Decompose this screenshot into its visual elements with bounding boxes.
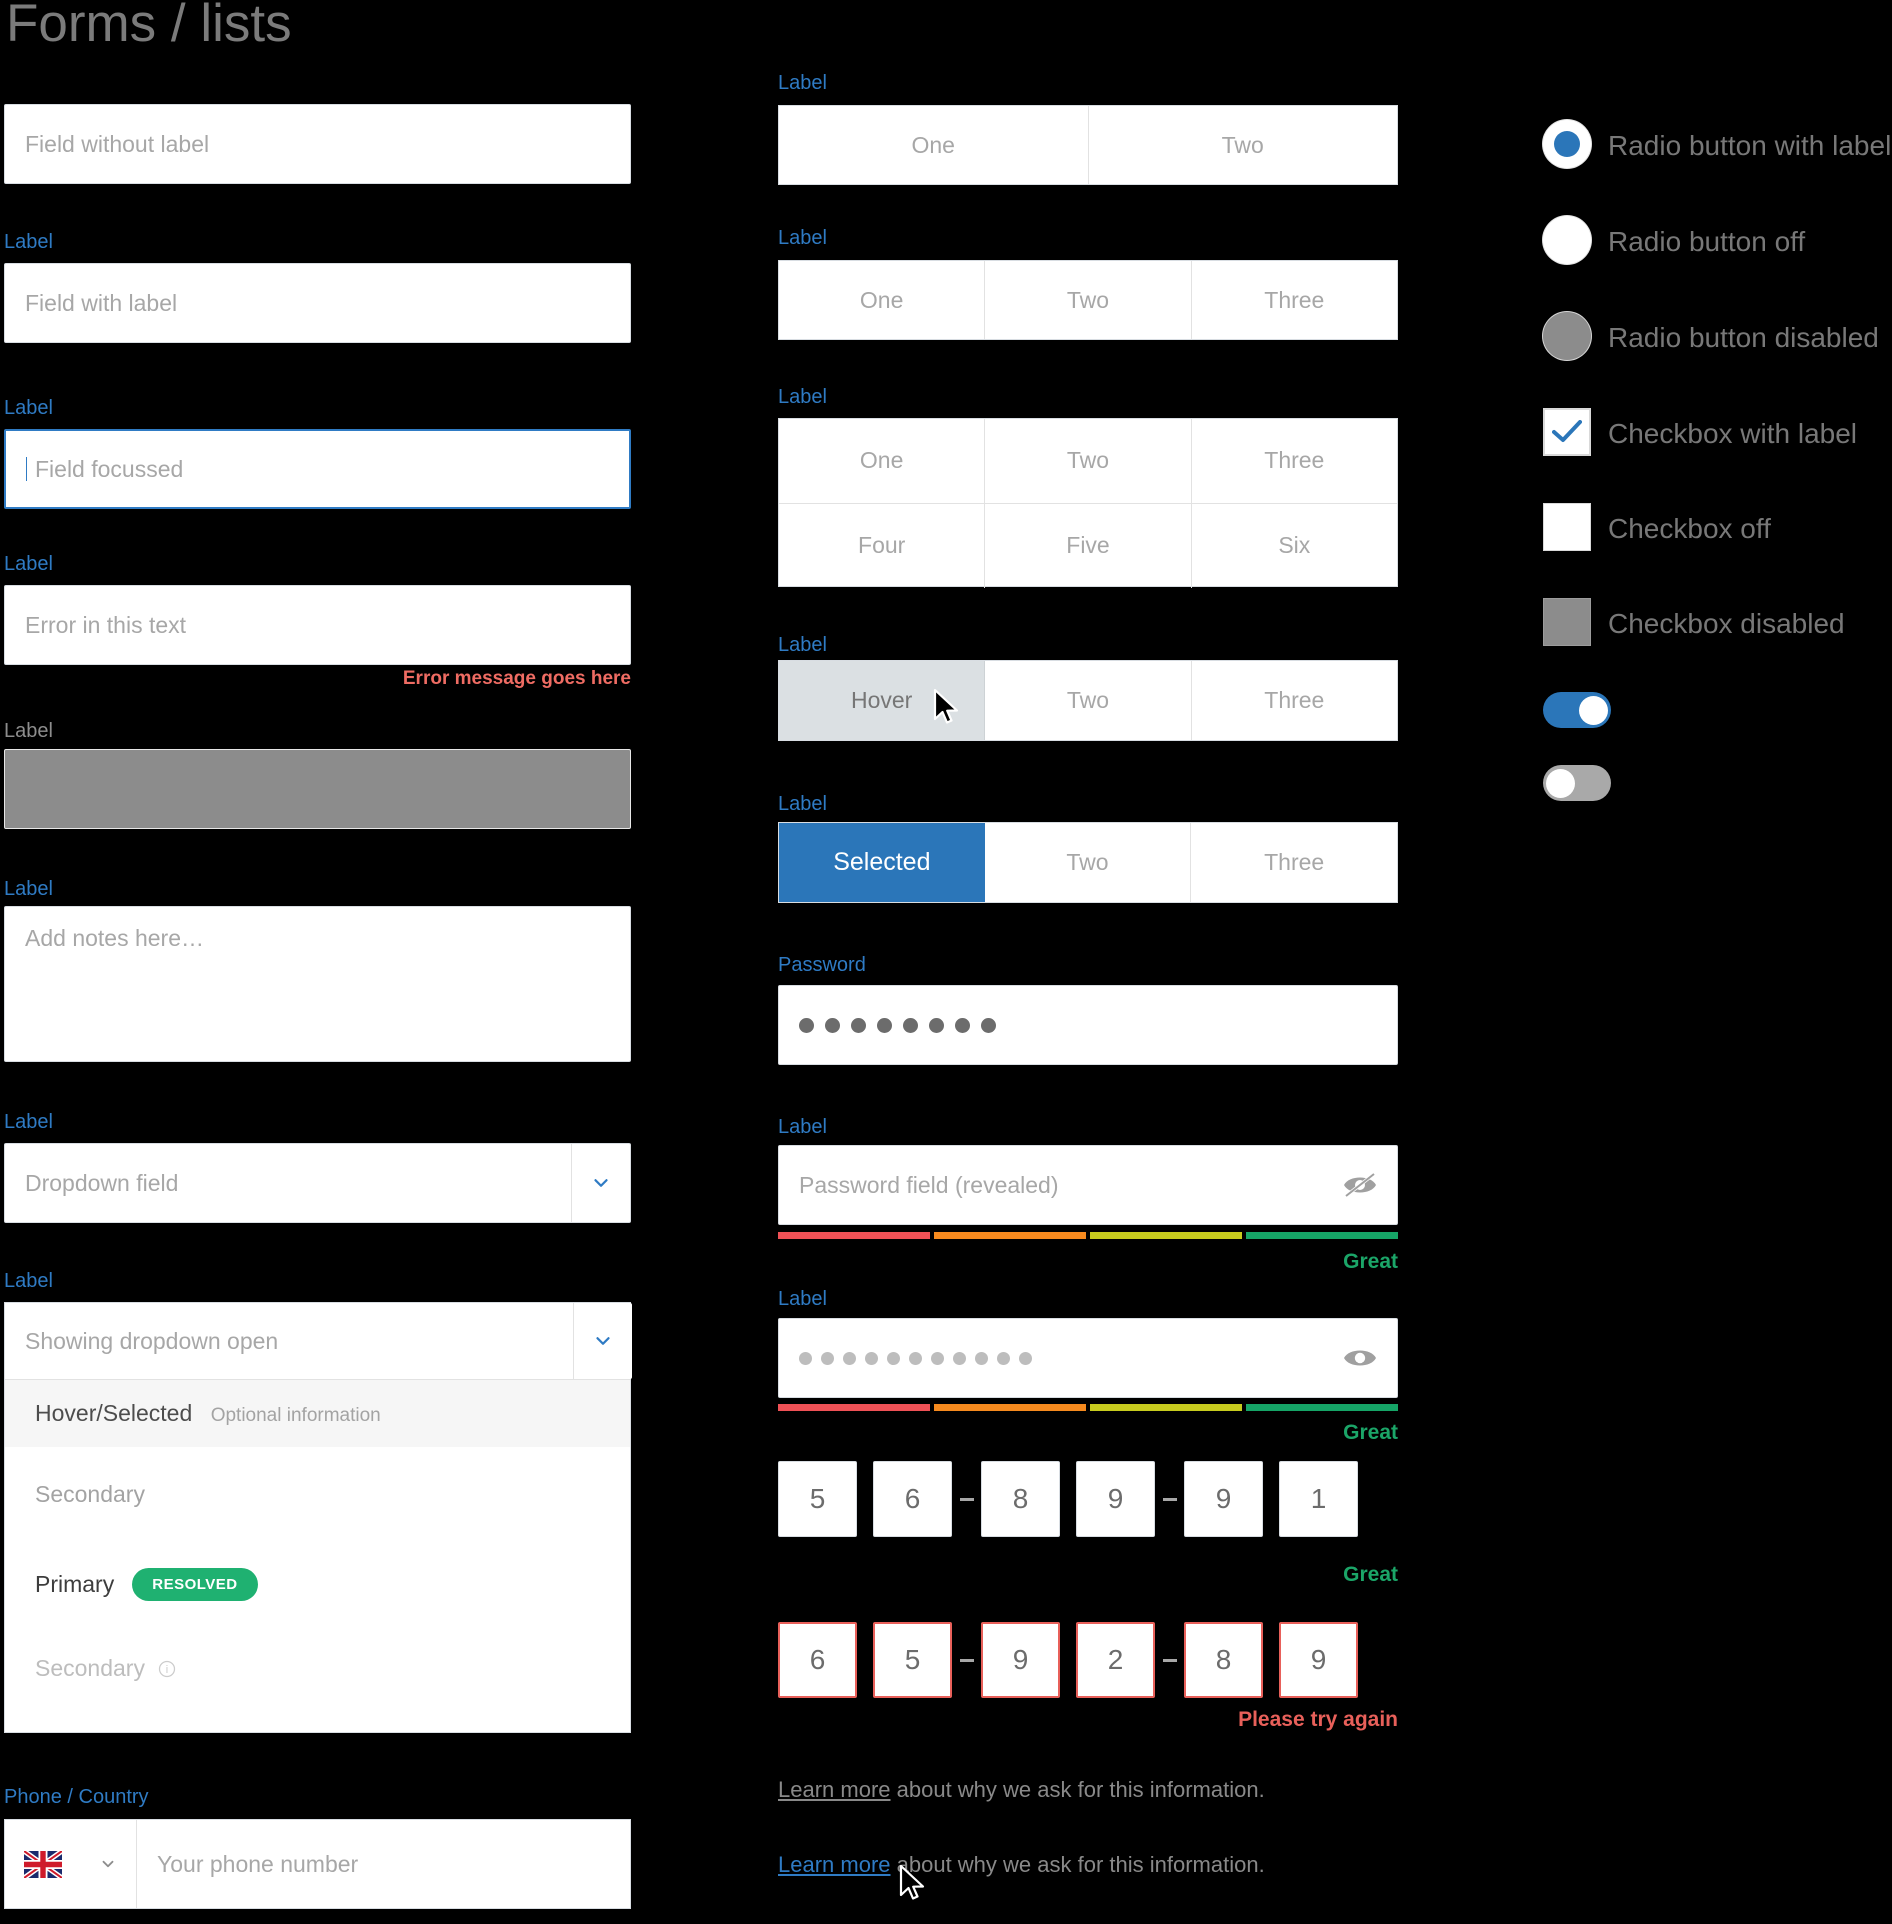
- svg-text:i: i: [166, 1664, 168, 1676]
